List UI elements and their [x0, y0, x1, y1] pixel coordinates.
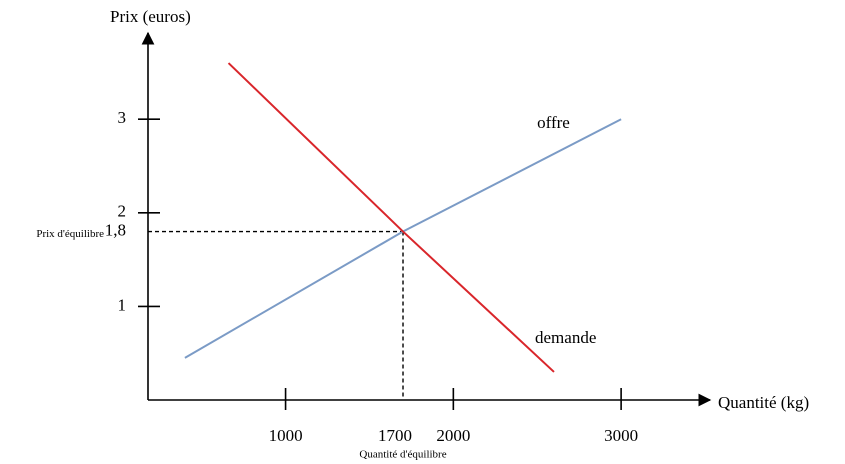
- series-label: offre: [537, 113, 570, 132]
- series-label: demande: [535, 328, 596, 347]
- guide-y-value: 1,8: [105, 220, 126, 239]
- y-tick-label: 2: [118, 202, 127, 221]
- guide-x-label: Quantité d'équilibre: [359, 449, 446, 461]
- x-tick-label: 2000: [436, 426, 470, 445]
- guide-y-label: Prix d'équilibre: [36, 228, 104, 240]
- x-axis-label: Quantité (kg): [718, 393, 809, 412]
- y-axis-label: Prix (euros): [110, 7, 191, 26]
- y-tick-label: 1: [118, 295, 127, 314]
- x-tick-label: 3000: [604, 426, 638, 445]
- y-tick-label: 3: [118, 108, 127, 127]
- x-tick-label: 1000: [269, 426, 303, 445]
- series-line: [227, 62, 555, 373]
- guide-x-value: 1700: [378, 426, 412, 445]
